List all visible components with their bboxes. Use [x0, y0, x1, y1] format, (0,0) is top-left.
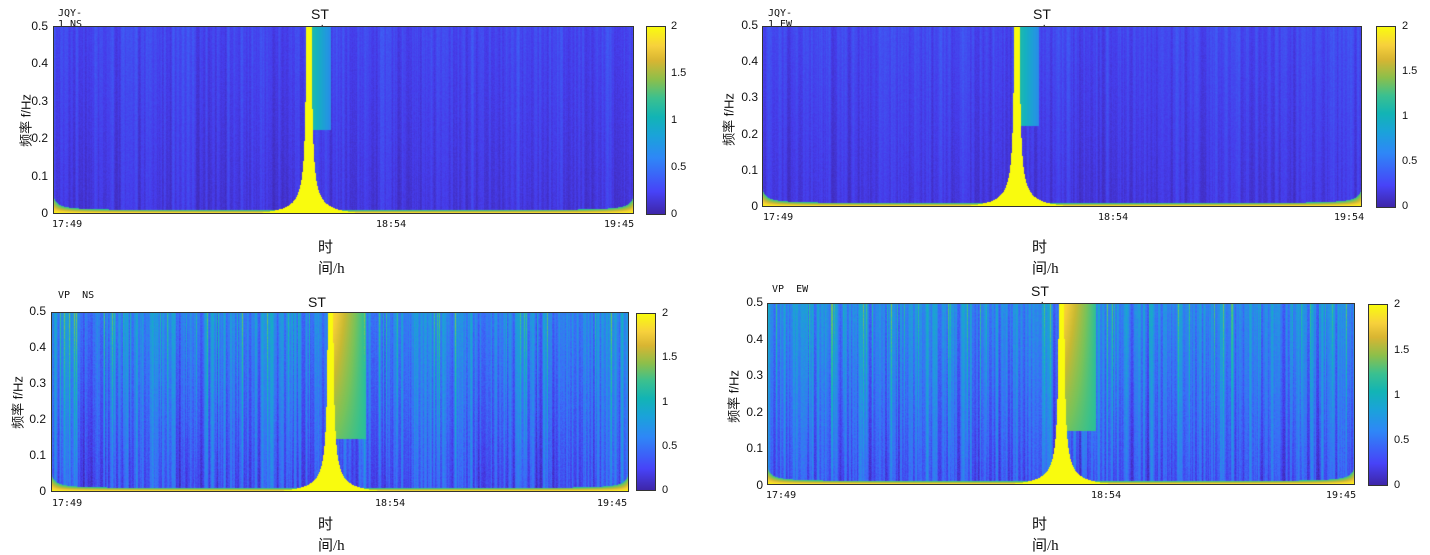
colorbar-tick-label: 0.5	[1394, 434, 1410, 446]
y-tick-label: 0.5	[741, 18, 758, 32]
y-tick-label: 0.5	[746, 295, 763, 309]
colorbar	[636, 313, 656, 491]
y-tick-label: 0.1	[31, 169, 48, 183]
y-tick-label: 0.5	[31, 19, 48, 33]
y-tick-label: 0	[756, 478, 763, 492]
colorbar-tick-label: 1	[671, 114, 678, 126]
x-axis-label: 时间/h	[1032, 240, 1059, 277]
x-axis-label: 时间/h	[318, 517, 345, 554]
colorbar-tick-label: 1	[1402, 110, 1409, 122]
colorbar-tick-label: 0.5	[1402, 155, 1418, 167]
y-tick-label: 0	[39, 484, 46, 498]
y-tick-label: 0.2	[741, 127, 758, 141]
y-tick-label: 0.1	[29, 448, 46, 462]
colorbar-tick-label: 2	[1402, 20, 1409, 32]
y-tick-label: 0.2	[31, 131, 48, 145]
y-tick-label: 0.3	[746, 368, 763, 382]
heatmap-canvas	[53, 26, 634, 214]
panel-corner-label: VP NS	[58, 290, 95, 301]
colorbar-tick-label: 2	[662, 307, 669, 319]
heatmap-canvas	[51, 312, 629, 492]
x-tick-label: 19:45	[1326, 490, 1357, 501]
x-tick-label: 17:49	[766, 490, 797, 501]
colorbar-tick-label: 0	[662, 484, 669, 496]
colorbar-tick-label: 1.5	[1402, 65, 1418, 77]
y-tick-label: 0.2	[746, 405, 763, 419]
x-tick-label: 18:54	[376, 219, 407, 230]
x-tick-label: 18:54	[1091, 490, 1122, 501]
y-tick-label: 0.4	[31, 56, 48, 70]
x-tick-label: 17:49	[763, 212, 794, 223]
panel-corner-label: VP EW	[772, 284, 809, 295]
x-tick-label: 19:45	[597, 498, 628, 509]
x-tick-label: 17:49	[52, 219, 83, 230]
panel-corner-label: JQY-1 EW	[768, 8, 793, 30]
colorbar-tick-label: 0.5	[671, 161, 687, 173]
x-axis-label: 时间/h	[318, 240, 345, 277]
colorbar-tick-label: 1.5	[1394, 344, 1410, 356]
colorbar-tick-label: 1.5	[671, 67, 687, 79]
y-tick-label: 0.1	[741, 163, 758, 177]
y-tick-label: 0.3	[31, 94, 48, 108]
y-axis-label: 频率 f/Hz	[721, 93, 737, 146]
y-axis-label: 频率 f/Hz	[726, 370, 742, 423]
y-tick-label: 0	[41, 206, 48, 220]
colorbar-tick-label: 2	[671, 20, 678, 32]
y-tick-label: 0	[751, 199, 758, 213]
colorbar-tick-label: 1.5	[662, 351, 678, 363]
y-tick-label: 0.4	[741, 54, 758, 68]
y-tick-label: 0.3	[741, 90, 758, 104]
heatmap-canvas	[762, 26, 1362, 207]
colorbar-tick-label: 0	[671, 208, 678, 220]
colorbar-tick-label: 0	[1394, 479, 1401, 491]
y-tick-label: 0.4	[29, 340, 46, 354]
colorbar-tick-label: 1	[1394, 389, 1401, 401]
colorbar-tick-label: 1	[662, 396, 669, 408]
colorbar	[1368, 304, 1388, 486]
x-tick-label: 19:54	[1334, 212, 1365, 223]
colorbar	[646, 26, 666, 215]
x-tick-label: 19:45	[604, 219, 635, 230]
heatmap-canvas	[767, 303, 1355, 485]
colorbar-tick-label: 0	[1402, 200, 1409, 212]
colorbar-tick-label: 2	[1394, 298, 1401, 310]
x-tick-label: 18:54	[1098, 212, 1129, 223]
y-tick-label: 0.3	[29, 376, 46, 390]
y-tick-label: 0.4	[746, 332, 763, 346]
colorbar-tick-label: 0.5	[662, 440, 678, 452]
x-axis-label: 时间/h	[1032, 517, 1059, 554]
y-axis-label: 频率 f/Hz	[10, 376, 26, 429]
x-tick-label: 18:54	[375, 498, 406, 509]
y-axis-label: 频率 f/Hz	[18, 94, 34, 147]
panel-corner-label: JQY-1 NS	[58, 8, 83, 30]
y-tick-label: 0.5	[29, 304, 46, 318]
x-tick-label: 17:49	[52, 498, 83, 509]
y-tick-label: 0.1	[746, 441, 763, 455]
y-tick-label: 0.2	[29, 412, 46, 426]
colorbar	[1376, 26, 1396, 208]
